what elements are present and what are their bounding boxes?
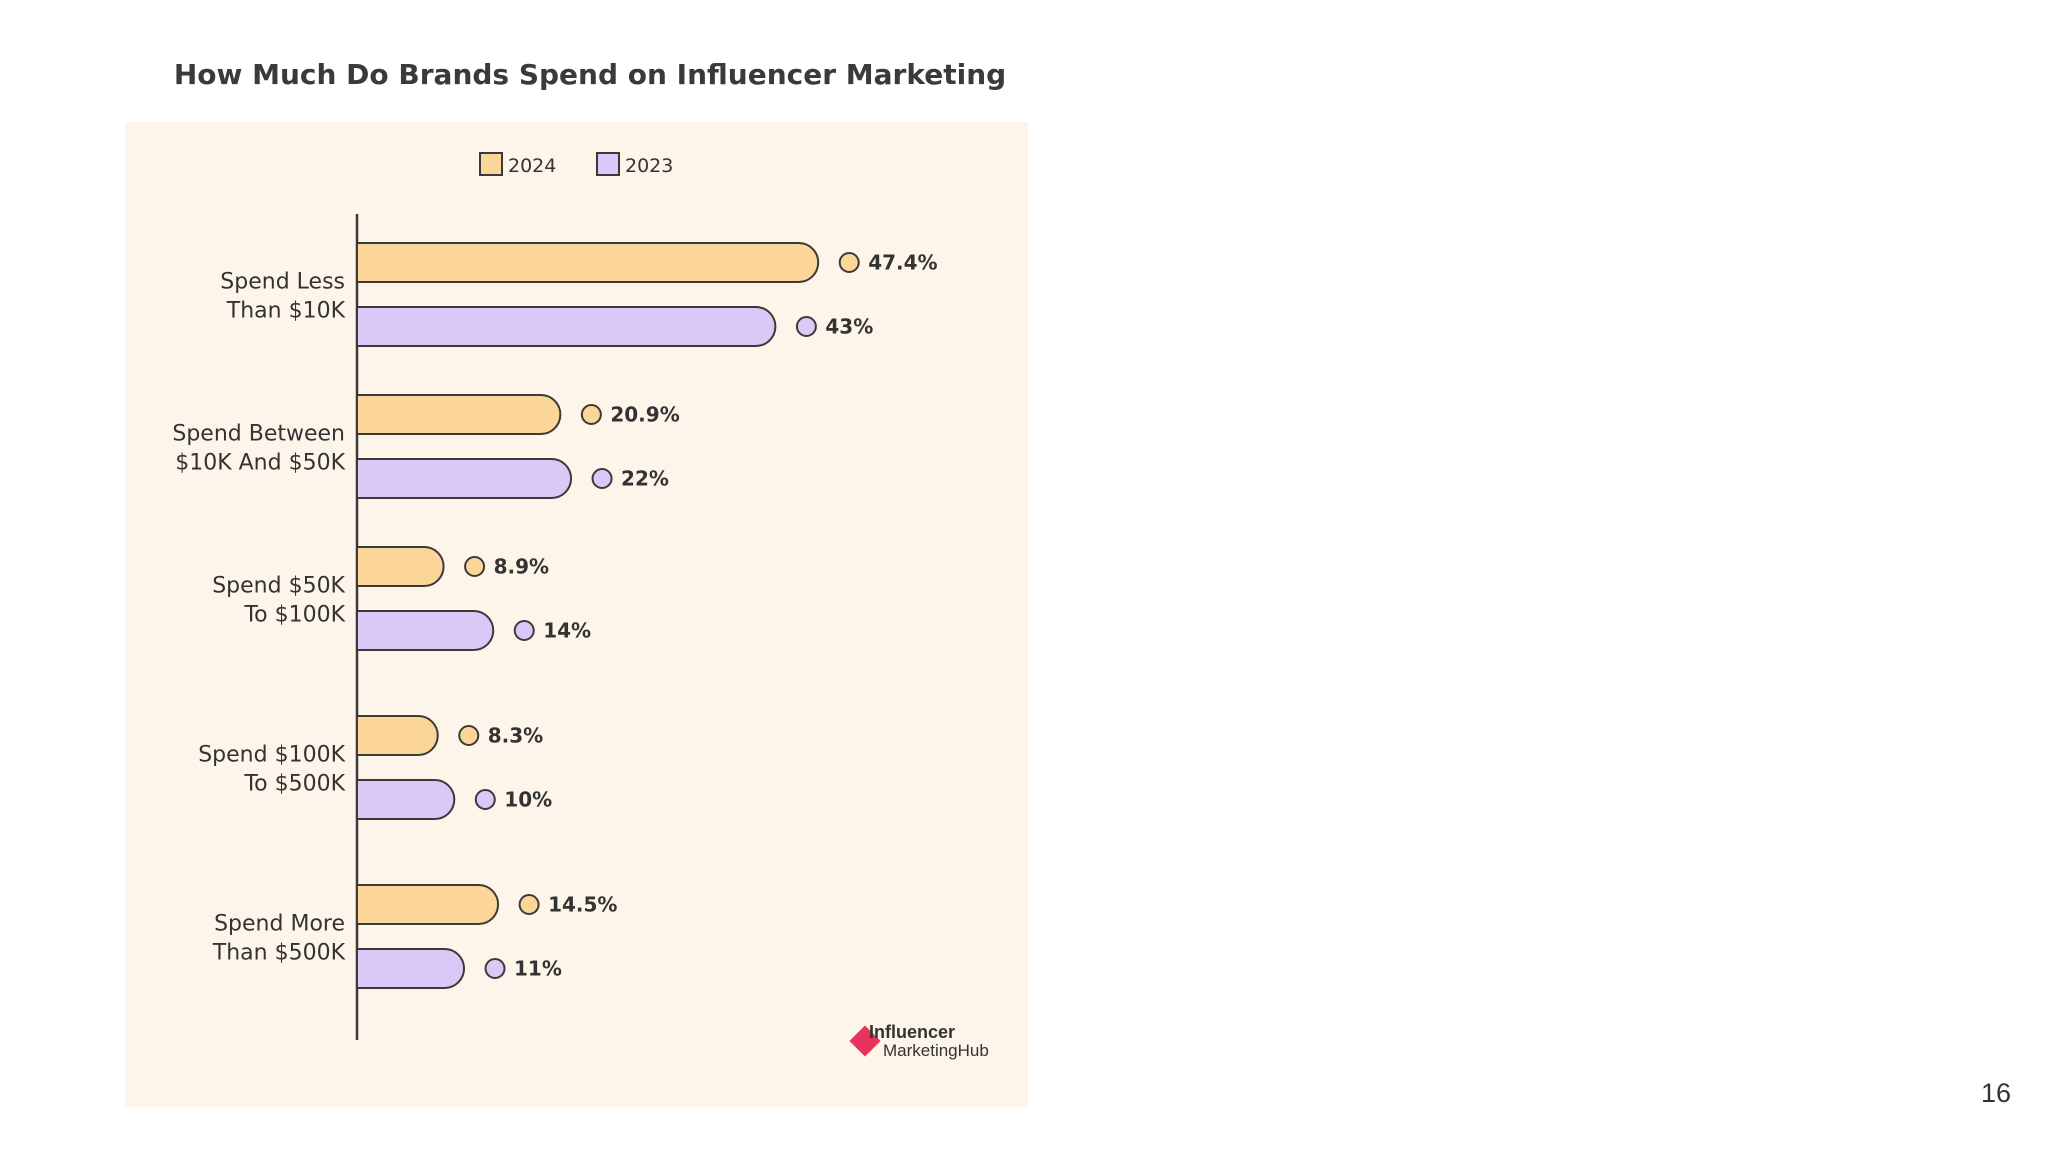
value-labels: 47.4% 43% 20.9% 22% 8.9% 14% 8.3% 10% 14.5% 11% [458,251,938,981]
bar-chart: 2024 2023 Spend Less Than $10K Spend Betwee… [172,152,989,1060]
legend: 2024 2023 [479,152,673,177]
value-label-2023-5: 11% [514,957,562,981]
legend-swatch-2023 [596,152,620,176]
bar-2024-2 [356,394,562,435]
category-label-5: Spend More Than $500K [212,912,346,966]
legend-swatch-2024 [479,152,503,176]
value-label-2024-4: 8.3% [488,724,543,748]
value-label-2023-2: 22% [621,467,669,491]
value-label-2023-1: 43% [825,315,873,339]
bar-2023-4 [356,779,456,820]
value-label-2024-5: 14.5% [548,893,617,917]
value-label-2024-2: 20.9% [610,403,679,427]
logo-line-1: Influencer [869,1022,955,1042]
category-labels: Spend Less Than $10K Spend Between $10K And… [172,270,345,966]
value-marker-2024-5 [518,894,540,915]
value-marker-2023-5 [484,958,506,979]
bar-2023-5 [356,948,465,989]
value-marker-2023-1 [795,316,817,337]
chart-panel: 2024 2023 Spend Less Than $10K Spend Betwee… [125,122,1028,1107]
bar-2023-3 [356,610,495,651]
value-marker-2024-4 [458,725,480,746]
page-number: 16 [1980,1078,2011,1108]
bar-2024-3 [356,546,445,587]
bar-2024-4 [356,715,439,756]
value-marker-2024-3 [464,556,486,577]
category-label-3: Spend $50K To $100K [212,574,345,628]
value-label-2024-3: 8.9% [494,555,549,579]
bar-2024-5 [356,884,500,925]
legend-label-2023: 2023 [625,155,673,177]
legend-label-2024: 2024 [508,155,556,177]
chart-title: How Much Do Brands Spend on Influencer M… [173,58,1007,91]
category-label-2: Spend Between $10K And $50K [172,422,345,476]
value-label-2023-4: 10% [504,788,552,812]
value-marker-2023-4 [474,789,496,810]
value-marker-2024-2 [580,404,602,425]
category-label-4: Spend $100K To $500K [198,743,345,797]
bars [356,242,820,989]
value-marker-2023-3 [513,620,535,641]
value-marker-2024-1 [838,252,860,273]
bar-2024-1 [356,242,820,283]
bar-2023-1 [356,306,777,347]
logo-line-2: MarketingHub [883,1041,989,1060]
brand-logo: Influencer MarketingHub [849,1022,989,1060]
value-marker-2023-2 [591,468,613,489]
value-label-2024-1: 47.4% [868,251,937,275]
category-label-1: Spend Less Than $10K [220,270,345,324]
value-label-2023-3: 14% [543,619,591,643]
bar-2023-2 [356,458,572,499]
